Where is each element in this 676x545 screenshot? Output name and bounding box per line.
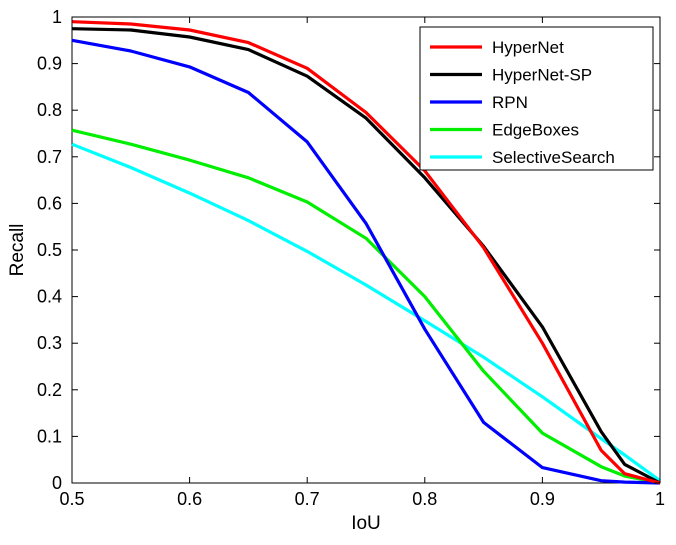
- y-axis-label: Recall: [7, 224, 28, 277]
- series-layer: [71, 20, 661, 485]
- series-line-selectivesearch: [71, 142, 661, 482]
- legend-box: [419, 26, 654, 171]
- x-tick-label: 0.6: [177, 489, 202, 509]
- y-tick-label: 0.9: [37, 54, 62, 74]
- y-tick-label: 0.6: [37, 193, 62, 213]
- y-tick-label: 0.7: [37, 147, 62, 167]
- legend-label: RPN: [492, 93, 528, 112]
- legend: HyperNet HyperNet-SP RPN EdgeBoxes Selective…: [419, 26, 654, 171]
- y-tick-label: 0.1: [37, 426, 62, 446]
- x-tick-label: 1: [655, 489, 665, 509]
- x-tick-label: 0.8: [412, 489, 437, 509]
- x-tick-label: 0.7: [295, 489, 320, 509]
- x-tick-label: 0.5: [59, 489, 84, 509]
- y-tick-label: 1: [52, 7, 62, 27]
- x-tick-label: 0.9: [530, 489, 555, 509]
- series-line-hypernet-sp: [71, 27, 661, 485]
- legend-label: HyperNet: [492, 38, 564, 57]
- tick-layer: 0.5 0.6 0.7 0.8 0.9 1 0 0.1 0.2 0.3 0.4 0.5 0.6 0.7 0.…: [37, 7, 665, 509]
- legend-label: HyperNet-SP: [492, 66, 592, 85]
- y-tick-label: 0: [52, 473, 62, 493]
- series-line-rpn: [71, 38, 661, 485]
- legend-label: EdgeBoxes: [492, 121, 579, 140]
- y-tick-label: 0.2: [37, 380, 62, 400]
- y-tick-label: 0.8: [37, 100, 62, 120]
- legend-label: SelectiveSearch: [492, 148, 615, 167]
- y-tick-label: 0.3: [37, 333, 62, 353]
- series-line-hypernet: [71, 20, 661, 485]
- x-axis-label: IoU: [351, 513, 381, 534]
- y-tick-label: 0.4: [37, 287, 62, 307]
- y-tick-label: 0.5: [37, 240, 62, 260]
- series-line-edgeboxes: [71, 128, 661, 485]
